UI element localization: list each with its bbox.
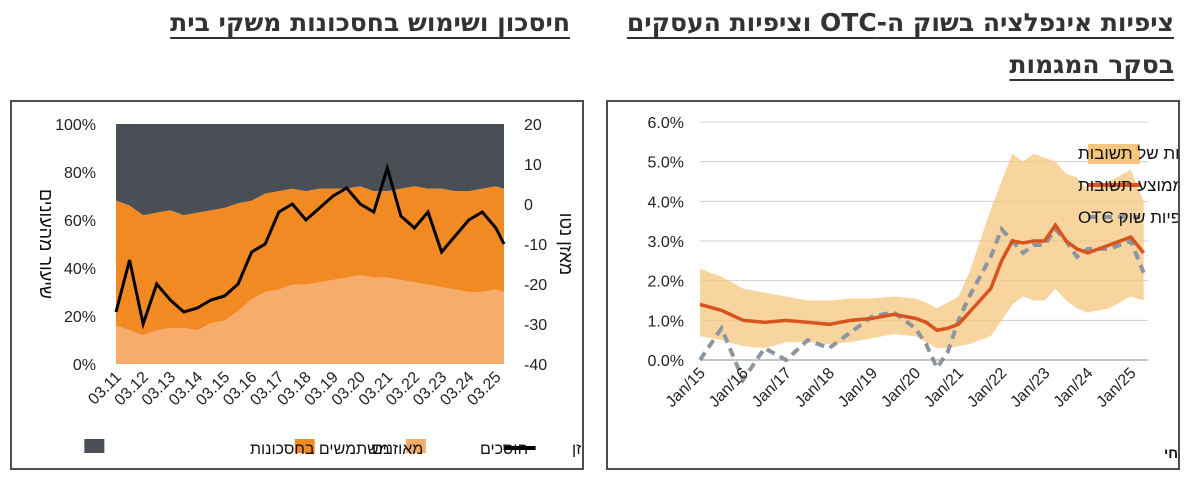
- x-tick-label: Jan/25: [1094, 365, 1140, 411]
- legend-label: מאזן: [572, 441, 582, 458]
- chart-title-inflation: ציפיות אינפלציה בשוק ה-OTC וציפיות העסקי…: [626, 8, 1174, 79]
- inflation-chart-panel: 6.0% 5.0% 4.0% 3.0% 2.0% 1.0% 0.0% Jan/15 Jan/16…: [606, 100, 1186, 470]
- y-right-axis-title: מאזן נטו: [556, 213, 576, 276]
- y-right-tick-label: -20: [524, 277, 547, 294]
- legend-label: ממוצע תשובות: [1078, 176, 1178, 195]
- y-right-tick-label: 10: [524, 157, 542, 174]
- y-left-tick-label: 80%: [64, 165, 96, 182]
- y-tick-label: 0.0%: [648, 353, 684, 370]
- legend-label: מאוזנים: [372, 441, 423, 458]
- x-tick-label: Jan/22: [964, 365, 1010, 411]
- chart-title-savings: חיסכון ושימוש בחסכונות משקי בית: [170, 8, 570, 37]
- x-tick-label: Jan/17: [749, 365, 795, 411]
- legend-swatch: [405, 439, 426, 453]
- legend-swatch: [294, 439, 315, 453]
- series-balance: [114, 162, 506, 330]
- savings-chart: 100% 80% 60% 40% 20% 0% 20 10 0 -10 -20 -30 -40 שיעור…: [36, 117, 602, 458]
- y-left-tick-label: 0%: [73, 357, 96, 374]
- x-tick-label: Jan/15: [663, 365, 709, 411]
- y-right-tick-label: 20: [524, 117, 542, 134]
- series-mean: [699, 222, 1146, 333]
- y-right-tick-label: -30: [524, 317, 547, 334]
- source-note: מקור: למ"ס, בלומברג ועיבודי בנק מזרחי: [1164, 445, 1178, 461]
- x-tick-label: Jan/23: [1007, 365, 1053, 411]
- x-tick-label: Jan/18: [792, 365, 838, 411]
- inflation-chart: 6.0% 5.0% 4.0% 3.0% 2.0% 1.0% 0.0%Jan/15Jan/16…: [648, 115, 1186, 461]
- legend-label: חוסכים: [480, 441, 528, 458]
- y-left-axis-title: שיעור מהעונים: [36, 189, 56, 299]
- legend-label: ממוצע ± סטיית תקן אחת של תשובות: [1078, 144, 1178, 163]
- x-tick-label: Jan/16: [706, 365, 752, 411]
- legend-label: משתמשים בחסכונות: [250, 441, 390, 458]
- y-left-tick-label: 60%: [64, 213, 96, 230]
- y-right-tick-label: -10: [524, 237, 547, 254]
- legend-label: ציפיות שוק OTC: [1078, 208, 1178, 227]
- series-band: [700, 153, 1144, 349]
- y-tick-label: 5.0%: [648, 155, 684, 172]
- x-tick-label: Jan/19: [835, 365, 881, 411]
- area-users: [116, 124, 504, 216]
- y-tick-label: 2.0%: [648, 274, 684, 291]
- y-tick-label: 6.0%: [648, 115, 684, 132]
- y-left-tick-label: 20%: [64, 309, 96, 326]
- savings-chart-panel: 100% 80% 60% 40% 20% 0% 20 10 0 -10 -20 -30 -40 שיעור…: [10, 100, 602, 470]
- x-tick-label: Jan/21: [921, 365, 967, 411]
- legend-swatch: [84, 439, 105, 453]
- y-tick-label: 1.0%: [648, 313, 684, 330]
- y-tick-label: 3.0%: [648, 234, 684, 251]
- legend-swatch-band: [1088, 144, 1140, 164]
- y-left-tick-label: 100%: [55, 117, 96, 134]
- y-right-tick-label: 0: [524, 197, 533, 214]
- x-tick-label: Jan/20: [878, 365, 924, 411]
- y-left-tick-label: 40%: [64, 261, 96, 278]
- area-savers: [116, 275, 504, 364]
- y-right-tick-label: -40: [524, 357, 547, 374]
- y-tick-label: 4.0%: [648, 194, 684, 211]
- x-tick-label: Jan/24: [1051, 365, 1097, 411]
